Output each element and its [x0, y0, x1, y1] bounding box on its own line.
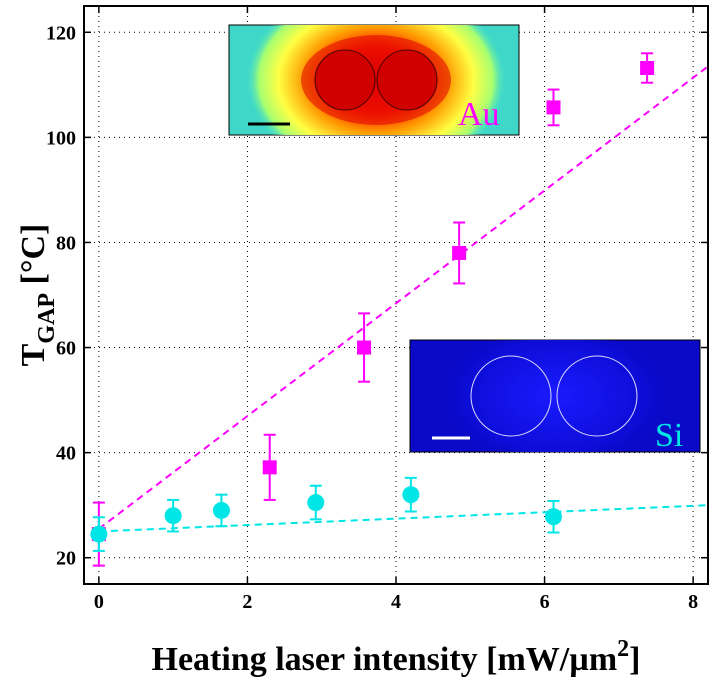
si-particle-left	[470, 355, 552, 437]
au-point	[546, 100, 561, 115]
au-inset-label: Au	[458, 96, 500, 133]
si-point	[402, 486, 420, 504]
si-fit-line	[98, 504, 709, 533]
si-inset: Si	[409, 339, 701, 454]
si-point	[212, 501, 230, 519]
si-particle-right	[556, 355, 638, 437]
au-point	[640, 61, 655, 76]
x-tick-label: 6	[540, 591, 550, 613]
au-particle-left	[314, 49, 376, 111]
x-tick-label: 2	[242, 591, 252, 613]
x-tick-label: 4	[391, 591, 401, 613]
y-tick-label: 100	[46, 127, 76, 149]
au-point	[357, 340, 372, 355]
y-tick-label: 120	[46, 22, 76, 44]
y-tick-label: 60	[56, 338, 76, 360]
y-tick-label: 20	[56, 548, 76, 570]
au-point	[262, 460, 277, 475]
y-tick-label: 40	[56, 443, 76, 465]
data-markers	[90, 61, 655, 543]
ticks: 0 2 4 6 8 20 40 60 80 100 120	[46, 6, 708, 613]
au-inset: Au	[228, 24, 520, 136]
au-fit-line	[98, 65, 709, 530]
si-point	[164, 507, 182, 525]
y-axis-title-subscript: GAP	[34, 293, 60, 344]
si-heat-glow	[445, 340, 665, 452]
x-tick-label: 0	[94, 591, 104, 613]
si-point	[307, 494, 325, 512]
si-point	[544, 508, 562, 526]
si-inset-label: Si	[655, 417, 683, 454]
au-point	[452, 245, 467, 260]
y-axis-title: TGAP [°C]	[15, 224, 60, 367]
fit-lines	[98, 65, 709, 533]
si-point	[90, 525, 108, 543]
au-particle-right	[376, 49, 438, 111]
y-tick-label: 80	[56, 232, 76, 254]
x-axis-title: Heating laser intensity [mW/µm2]	[152, 636, 641, 678]
x-axis-title-superscript: 2	[617, 636, 629, 662]
x-tick-label: 8	[688, 591, 698, 613]
